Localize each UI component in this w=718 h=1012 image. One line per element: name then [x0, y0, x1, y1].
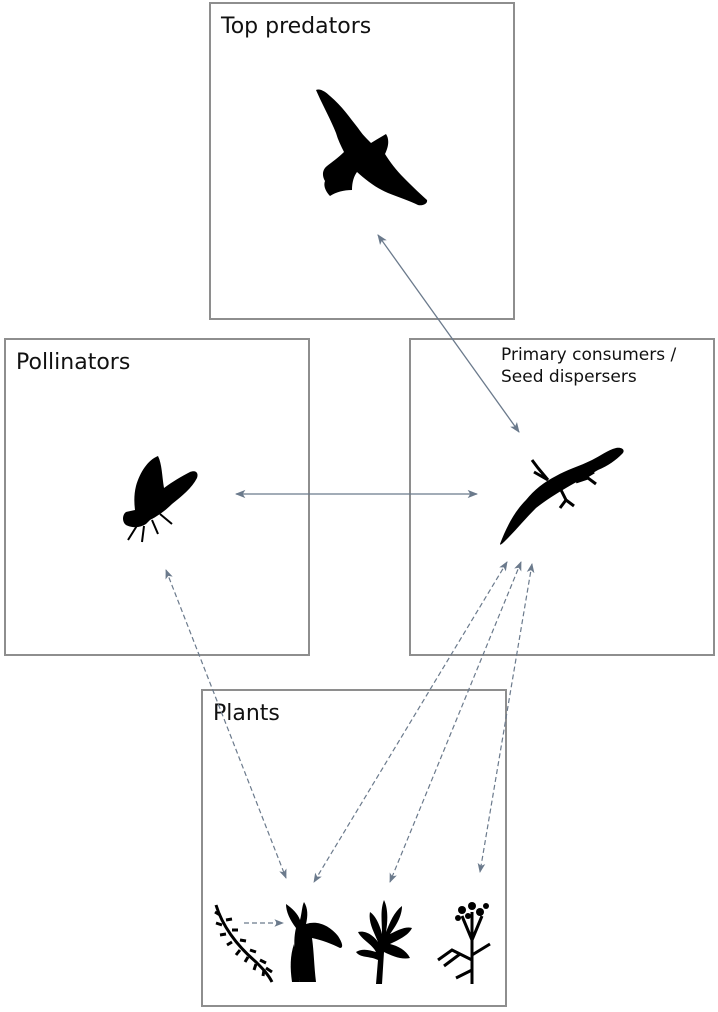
- predator-consumer-arrow: [377, 234, 520, 433]
- bird-of-prey-icon: [316, 89, 428, 206]
- shrub-plant-icon: [356, 900, 412, 984]
- consumer-umbellifer-arrow: [477, 563, 535, 873]
- primary-consumers-title: Primary consumers / Seed dispersers: [501, 344, 718, 388]
- pollinator-plant-arrow: [165, 569, 287, 879]
- top-predators-title: Top predators: [221, 14, 372, 39]
- umbellifer-plant-icon: [437, 902, 491, 984]
- fly-icon: [123, 456, 198, 543]
- consumer-shrub-arrow: [389, 561, 522, 883]
- consumer-lily-arrow: [313, 561, 508, 883]
- primary-consumers-title-line1: Primary consumers /: [501, 345, 677, 365]
- pollinators-title: Pollinators: [16, 350, 131, 375]
- primary-consumers-title-line2: Seed dispersers: [501, 367, 637, 387]
- heather-plant-icon: [214, 904, 274, 983]
- lily-plant-icon: [286, 902, 343, 982]
- lizard-icon: [500, 447, 624, 545]
